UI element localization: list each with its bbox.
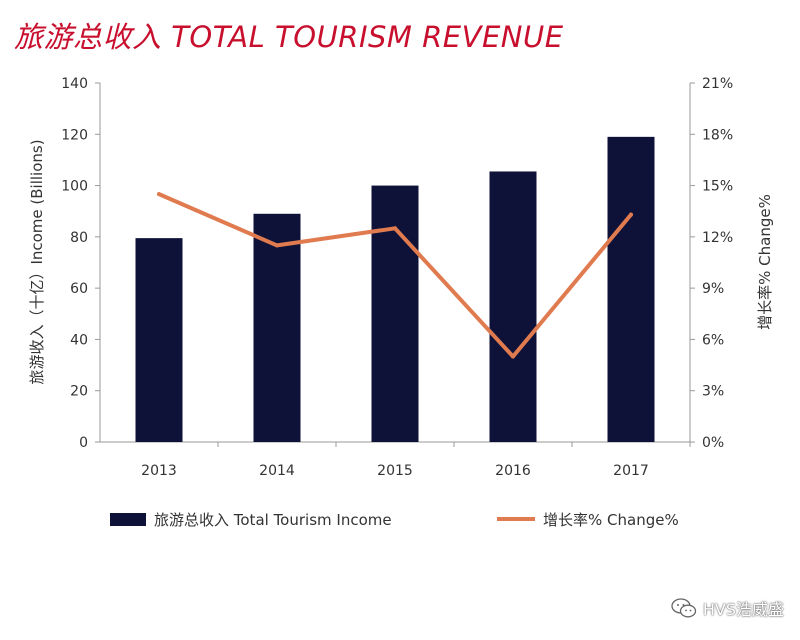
y2-tick-label: 21%	[702, 76, 733, 92]
bar	[371, 185, 419, 443]
line-point	[511, 354, 515, 359]
line-point	[275, 243, 279, 248]
x-tick-label: 2014	[259, 463, 295, 479]
y2-tick-label: 3%	[702, 384, 724, 400]
y-tick-label: 140	[61, 76, 88, 92]
legend-line-label: 增长率% Change%	[543, 511, 679, 529]
y2-tick-label: 15%	[702, 179, 733, 195]
tick-labels: 0 20 40 60 80 100 120 140 0% 3% 6% 9% 12% 15% 18% 21% 20…	[61, 76, 733, 479]
y-tick-label: 60	[70, 281, 88, 297]
wechat-icon	[671, 598, 697, 618]
x-tick-label: 2013	[141, 463, 177, 479]
legend-bar-label: 旅游总收入 Total Tourism Income	[154, 511, 392, 529]
y-tick-label: 120	[61, 127, 88, 143]
line-point	[629, 212, 633, 217]
x-tick-label: 2016	[495, 463, 531, 479]
y2-tick-label: 18%	[702, 127, 733, 143]
y-tick-label: 100	[61, 179, 88, 195]
y-tick-label: 20	[70, 384, 88, 400]
bar	[489, 171, 537, 443]
x-tick-label: 2015	[377, 463, 413, 479]
bar	[607, 136, 655, 442]
bar-series	[135, 136, 655, 443]
y2-tick-label: 6%	[702, 332, 724, 348]
line-point	[393, 226, 397, 231]
watermark-text: HVS浩威盛	[702, 600, 784, 619]
y-tick-label: 0	[79, 435, 88, 451]
y2-tick-label: 9%	[702, 281, 724, 297]
y-axis-title: 旅游收入（十亿）Income (Billions)	[28, 139, 46, 384]
bar	[253, 213, 301, 442]
legend: 旅游总收入 Total Tourism Income 增长率% Change%	[110, 511, 679, 529]
y2-tick-label: 0%	[702, 435, 724, 451]
line-series	[157, 192, 633, 359]
y2-tick-label: 12%	[702, 230, 733, 246]
x-tick-label: 2017	[613, 463, 649, 479]
y-tick-label: 40	[70, 332, 88, 348]
bar	[135, 238, 183, 442]
page-title: 旅游总收入 TOTAL TOURISM REVENUE	[14, 20, 564, 54]
watermark: HVS浩威盛	[671, 596, 784, 620]
line-point	[157, 192, 161, 197]
legend-bar-swatch	[110, 513, 146, 526]
y-tick-label: 80	[70, 230, 88, 246]
y2-axis-title: 增长率% Change%	[756, 194, 774, 330]
